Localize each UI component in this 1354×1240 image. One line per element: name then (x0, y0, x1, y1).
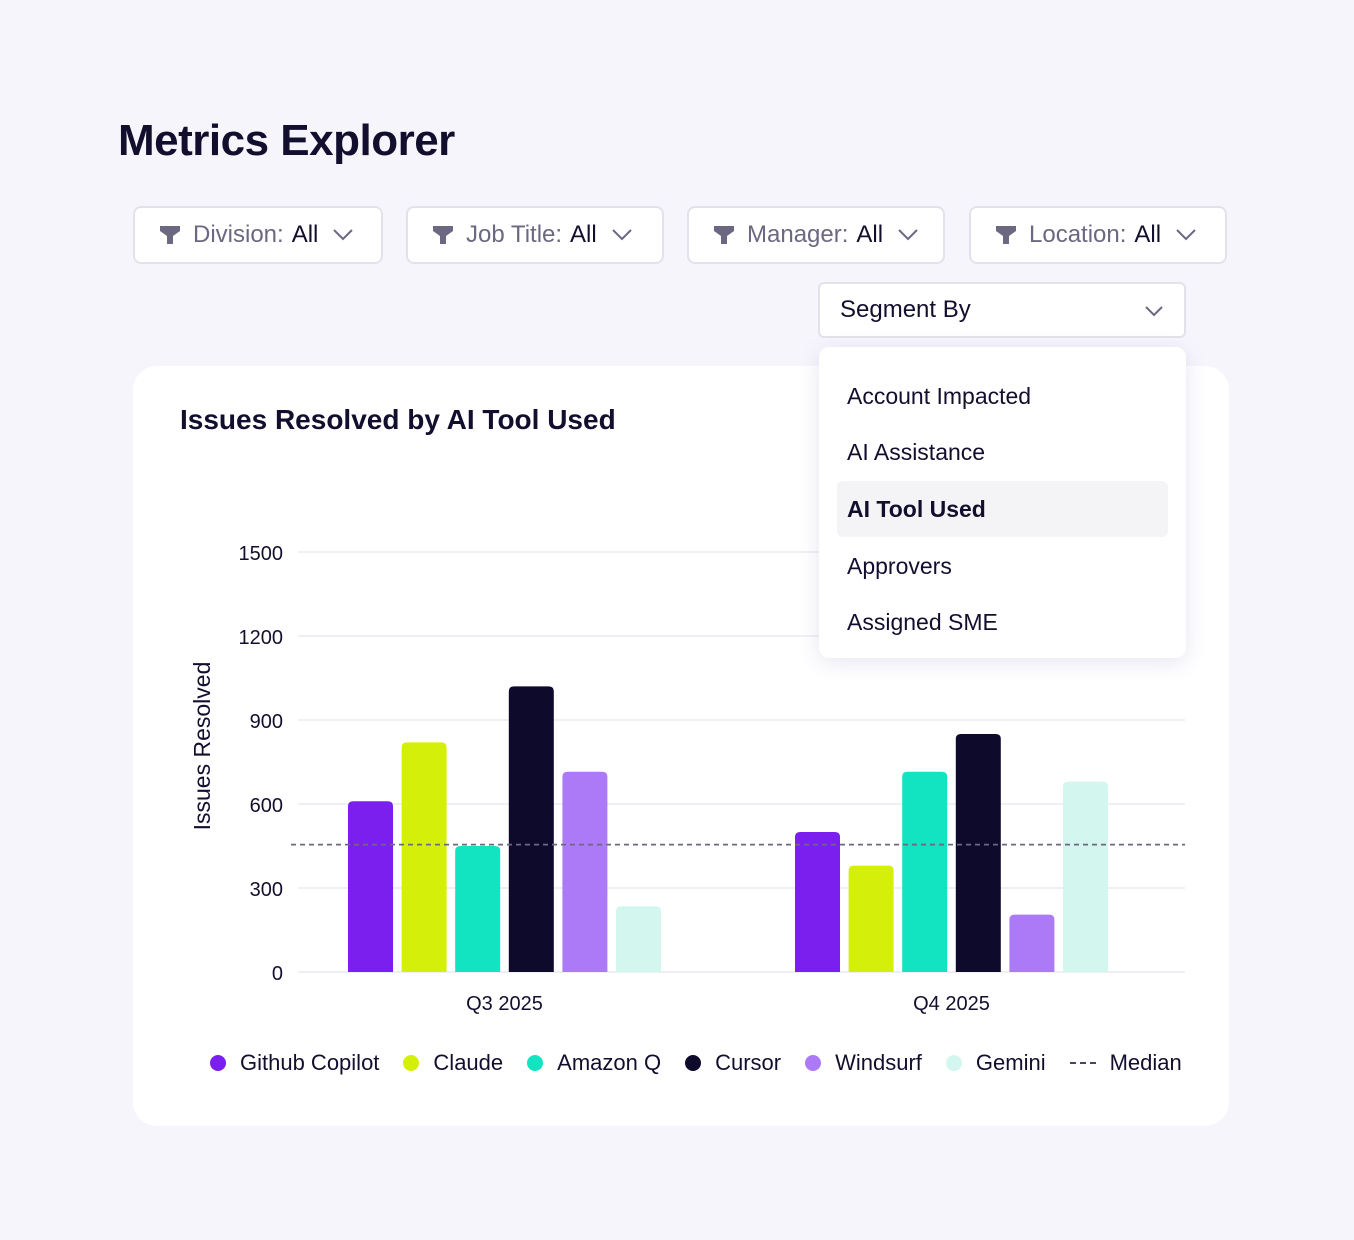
job-title-filter[interactable]: Job Title: All (406, 206, 664, 264)
y-axis-label: Issues Resolved (189, 662, 215, 831)
legend-item-median[interactable]: Median (1069, 1050, 1182, 1076)
chart-legend: Github Copilot Claude Amazon Q Cursor Windsu… (210, 1048, 1206, 1078)
page-title: Metrics Explorer (118, 116, 455, 165)
funnel-icon (996, 226, 1016, 244)
bar-windsurf-q3-2025[interactable] (562, 771, 608, 972)
chevron-down-icon (612, 229, 632, 241)
legend-label: Median (1109, 1050, 1182, 1075)
y-tick-label: 1200 (239, 627, 284, 649)
chevron-down-icon (898, 229, 918, 241)
bar-windsurf-q4-2025[interactable] (1009, 914, 1055, 972)
y-tick-label: 900 (250, 711, 283, 733)
segment-by-menu: Account Impacted AI Assistance AI Tool Use… (819, 347, 1186, 658)
menu-item-account-impacted[interactable]: Account Impacted (847, 382, 1032, 409)
job-title-filter-value: All (570, 221, 597, 248)
bar-cursor-q3-2025[interactable] (508, 686, 554, 972)
legend-swatch (403, 1055, 420, 1071)
legend-swatch (210, 1055, 226, 1071)
x-tick-label: Q4 2025 (913, 993, 990, 1015)
segment-by-select[interactable]: Segment By (818, 282, 1186, 338)
y-tick-label: 300 (250, 879, 283, 901)
funnel-icon (714, 226, 734, 244)
division-filter[interactable]: Division: All (133, 206, 383, 264)
manager-filter-value: All (856, 221, 884, 248)
bar-github-copilot-q4-2025[interactable] (795, 832, 840, 972)
bar-github-copilot-q3-2025[interactable] (348, 801, 393, 972)
menu-item-assigned-sme[interactable]: Assigned SME (847, 609, 998, 636)
legend-label: Claude (433, 1050, 504, 1075)
bar-gemini-q3-2025[interactable] (616, 906, 661, 972)
legend-item-gemini[interactable]: Gemini (945, 1050, 1046, 1076)
legend-item-cursor[interactable]: Cursor (685, 1050, 781, 1076)
legend-label: Windsurf (835, 1050, 922, 1075)
bar-amazon-q-q3-2025[interactable] (455, 846, 501, 972)
division-filter-value: All (291, 221, 319, 248)
chevron-down-icon (1145, 306, 1163, 317)
legend-item-windsurf[interactable]: Windsurf (805, 1050, 922, 1076)
legend-swatch (527, 1055, 544, 1071)
legend-item-amazon-q[interactable]: Amazon Q (527, 1050, 661, 1076)
legend-label: Amazon Q (557, 1050, 662, 1075)
location-filter-value: All (1134, 221, 1162, 248)
y-tick-label: 600 (250, 795, 283, 817)
legend-swatch (805, 1055, 822, 1071)
job-title-filter-label: Job Title: (466, 221, 563, 248)
chevron-down-icon (333, 229, 354, 241)
chart-title: Issues Resolved by AI Tool Used (180, 404, 616, 435)
legend-label: Github Copilot (240, 1050, 380, 1075)
legend-label: Gemini (975, 1050, 1046, 1075)
segment-by-label: Segment By (840, 296, 971, 323)
x-tick-label: Q3 2025 (466, 993, 543, 1015)
bar-gemini-q4-2025[interactable] (1063, 781, 1108, 972)
y-tick-label: 0 (272, 963, 283, 985)
manager-filter-label: Manager: (747, 221, 849, 248)
legend-swatch (685, 1055, 702, 1071)
division-filter-label: Division: (193, 221, 284, 248)
legend-swatch (945, 1055, 962, 1071)
legend-item-github-copilot[interactable]: Github Copilot (210, 1050, 379, 1076)
legend-item-claude[interactable]: Claude (403, 1050, 503, 1076)
chevron-down-icon (1176, 229, 1196, 241)
location-filter[interactable]: Location: All (969, 206, 1227, 264)
y-tick-label: 1500 (239, 543, 284, 565)
menu-item-ai-assistance[interactable]: AI Assistance (847, 439, 986, 466)
bar-amazon-q-q4-2025[interactable] (902, 771, 948, 972)
legend-swatch (1069, 1062, 1096, 1064)
manager-filter[interactable]: Manager: All (687, 206, 945, 264)
menu-item-approvers[interactable]: Approvers (847, 552, 952, 579)
funnel-icon (433, 226, 453, 244)
location-filter-label: Location: (1029, 221, 1127, 248)
bar-cursor-q4-2025[interactable] (955, 734, 1001, 972)
funnel-icon (160, 226, 180, 244)
menu-item-ai-tool-used[interactable]: AI Tool Used (837, 481, 1168, 538)
legend-label: Cursor (715, 1050, 782, 1075)
bar-claude-q3-2025[interactable] (401, 742, 447, 972)
bar-claude-q4-2025[interactable] (848, 865, 894, 972)
